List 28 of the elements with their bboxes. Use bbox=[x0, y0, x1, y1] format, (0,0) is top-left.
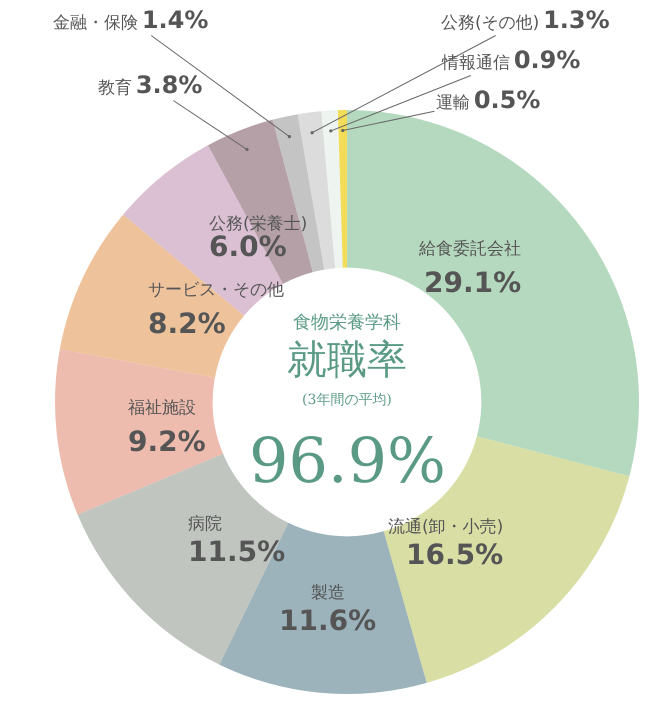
data-label: 16.5% bbox=[406, 538, 504, 571]
data-label: 1.4% bbox=[142, 6, 208, 34]
data-label: 0.9% bbox=[514, 46, 580, 74]
slice-label: 運輸 bbox=[436, 93, 470, 113]
slice-label: 製造 bbox=[311, 583, 345, 603]
text: 就職率 bbox=[287, 337, 407, 383]
text: 96.9% bbox=[249, 424, 446, 497]
donut-slice bbox=[321, 110, 343, 268]
slice-label: サービス・その他 bbox=[148, 280, 284, 300]
slice-label: 給食委託会社 bbox=[418, 239, 521, 259]
data-label: 1.3% bbox=[543, 6, 610, 34]
slice-label: 福祉施設 bbox=[128, 398, 196, 418]
data-label: 3.8% bbox=[136, 71, 202, 99]
data-label: 8.2% bbox=[148, 307, 226, 340]
slice-label: 金融・保険 bbox=[53, 13, 138, 33]
slice-label: 病院 bbox=[188, 514, 222, 534]
data-label: 11.5% bbox=[188, 535, 286, 568]
data-label: 29.1% bbox=[424, 266, 522, 299]
data-label: 0.5% bbox=[474, 86, 540, 114]
slice-label: 情報通信 bbox=[441, 53, 510, 73]
donut-slice bbox=[55, 349, 224, 515]
data-label: 11.6% bbox=[279, 604, 376, 637]
data-label: 9.2% bbox=[128, 425, 206, 458]
donut-slice bbox=[338, 110, 347, 268]
slice-label: 公務(その他) bbox=[441, 13, 540, 33]
text: (3年間の平均) bbox=[302, 392, 392, 408]
slice-label: 教育 bbox=[98, 78, 132, 98]
text: 食物栄養学科 bbox=[293, 312, 401, 333]
